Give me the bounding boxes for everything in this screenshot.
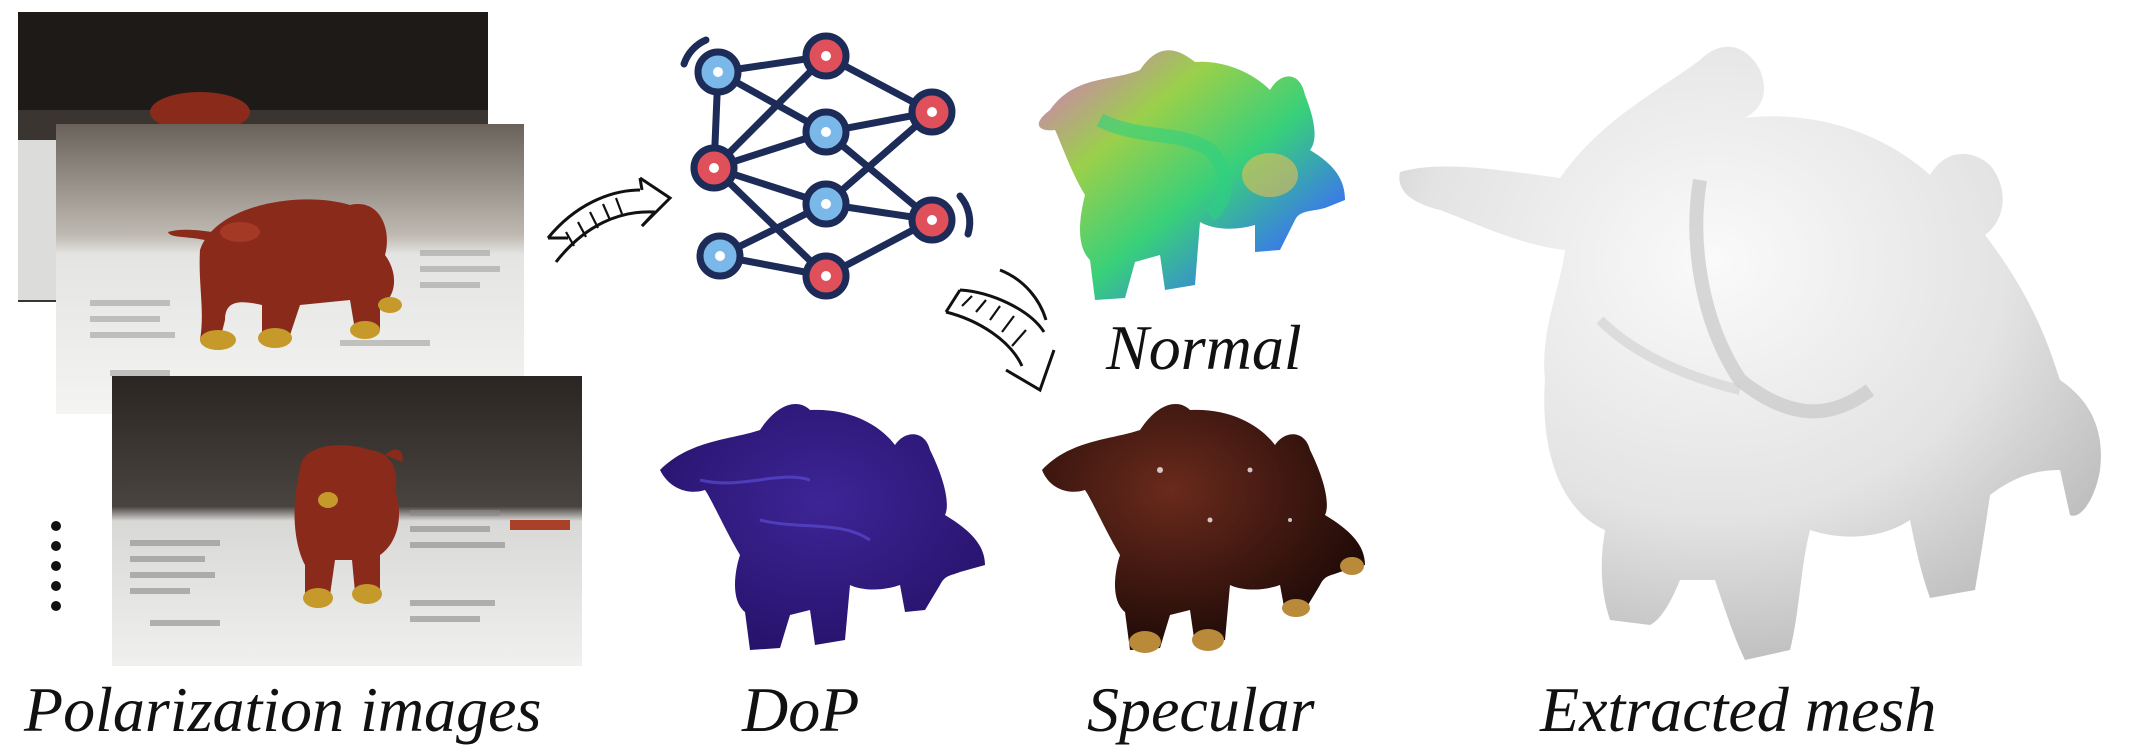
curved-arrow-icon <box>546 176 673 263</box>
red-bull-figurine <box>294 445 403 608</box>
red-bull-figurine <box>168 199 402 350</box>
caption-extracted-mesh: Extracted mesh <box>1540 674 1937 745</box>
neural-network-icon <box>680 32 974 300</box>
caption-normal: Normal <box>1106 312 1302 383</box>
caption-specular: Specular <box>1087 674 1315 745</box>
caption-dop: DoP <box>742 674 860 745</box>
polarization-image-stack <box>18 12 582 666</box>
normal-map-render <box>1038 50 1345 300</box>
down-arrow-icon <box>944 268 1056 393</box>
polarization-image-middle <box>56 124 524 414</box>
extracted-mesh-render <box>1399 46 2101 660</box>
vertical-ellipsis-icon <box>51 521 61 611</box>
specular-map-render <box>1042 404 1365 653</box>
dop-map-render <box>660 404 985 650</box>
polarization-image-front <box>112 376 582 666</box>
caption-polarization-images: Polarization images <box>24 674 542 745</box>
